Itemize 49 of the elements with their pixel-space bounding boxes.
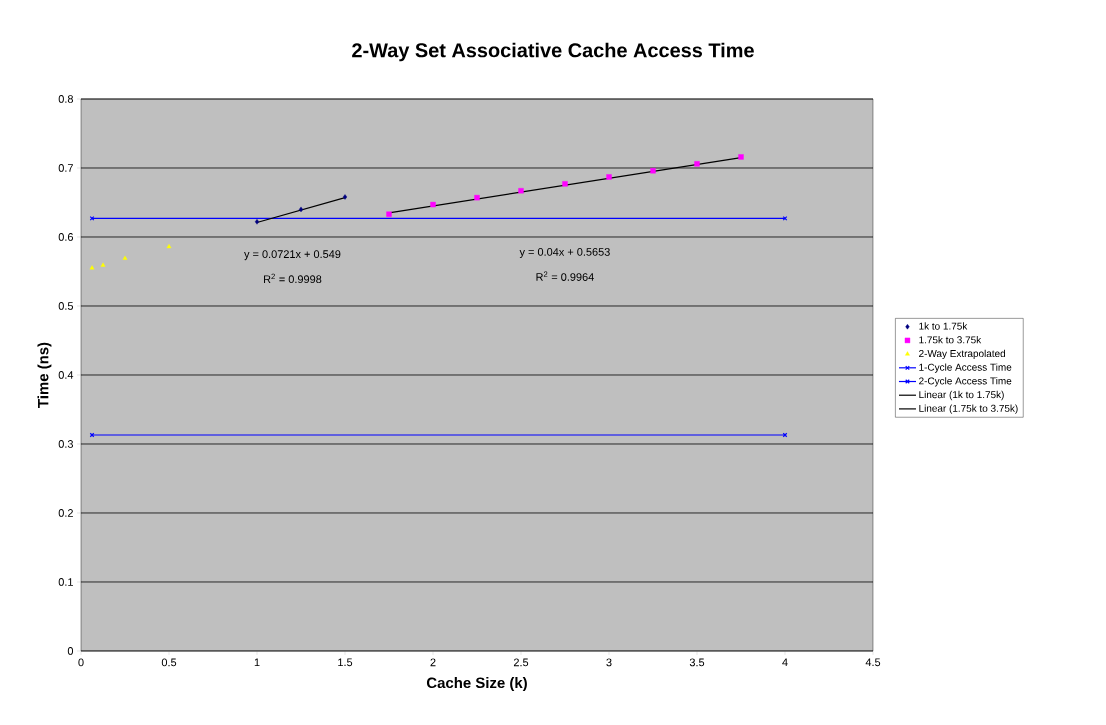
- x-tick-label: 1.5: [338, 658, 353, 667]
- legend-label: 1-Cycle Access Time: [919, 363, 1012, 373]
- y-tick-label: 0: [67, 647, 74, 655]
- point: [474, 194, 480, 201]
- annotation: R$^{2}$ = 0.9964: [536, 271, 594, 281]
- legend-label: 2-Way Extrapolated: [919, 349, 1006, 360]
- point: [650, 168, 656, 174]
- point: [386, 211, 392, 217]
- point: [342, 194, 348, 200]
- point: [694, 161, 700, 167]
- annotation: R$^{2}$ = 0.9998: [264, 273, 322, 284]
- legend-label: Linear (1k to 1.75k): [919, 390, 1004, 401]
- x-tick-label: 1: [254, 658, 260, 667]
- legend-label: 1.75k to 3.75k: [919, 336, 982, 344]
- point: [430, 201, 436, 208]
- point: [298, 206, 304, 213]
- point: [518, 188, 524, 194]
- x-tick-label: 0.5: [161, 658, 177, 667]
- point: [254, 219, 260, 225]
- point: [122, 255, 128, 260]
- legend-label: Linear (1.75k to 3.75k): [919, 404, 1018, 414]
- x-tick-label: 0: [78, 658, 84, 667]
- point: [166, 243, 172, 249]
- y-tick-label: 0.3: [58, 440, 73, 448]
- x-axis-title: Cache Size (k): [426, 677, 527, 692]
- y-tick-label: 0.8: [58, 95, 73, 103]
- y-tick-label: 0.6: [58, 233, 73, 241]
- y-tick-label: 0.1: [58, 578, 73, 586]
- x-tick-label: 4: [782, 658, 788, 667]
- y-axis-title: Time (ns): [37, 342, 52, 408]
- y-tick-label: 0.7: [58, 164, 73, 172]
- y-tick-label: 0.5: [58, 302, 74, 310]
- x-tick-label: 2.5: [513, 658, 529, 667]
- x-tick-label: 2: [430, 658, 436, 667]
- point: [100, 262, 106, 267]
- point: [738, 154, 744, 160]
- point: [562, 181, 568, 187]
- legend-label: 2-Cycle Access Time: [919, 377, 1012, 387]
- x-tick-label: 3: [606, 658, 612, 667]
- point: [606, 174, 612, 180]
- x-tick-label: 3.5: [689, 658, 705, 667]
- annotation: y = 0.04x + 0.5653: [519, 248, 610, 258]
- point: [89, 265, 95, 270]
- y-tick-label: 0.4: [58, 371, 74, 379]
- y-tick-label: 0.2: [58, 509, 73, 517]
- chart-title: 2-Way Set Associative Cache Access Time: [352, 42, 754, 62]
- x-tick-label: 4.5: [865, 658, 881, 667]
- annotation: y = 0.0721x + 0.549: [244, 250, 341, 261]
- legend-label: 1k to 1.75k: [919, 322, 968, 330]
